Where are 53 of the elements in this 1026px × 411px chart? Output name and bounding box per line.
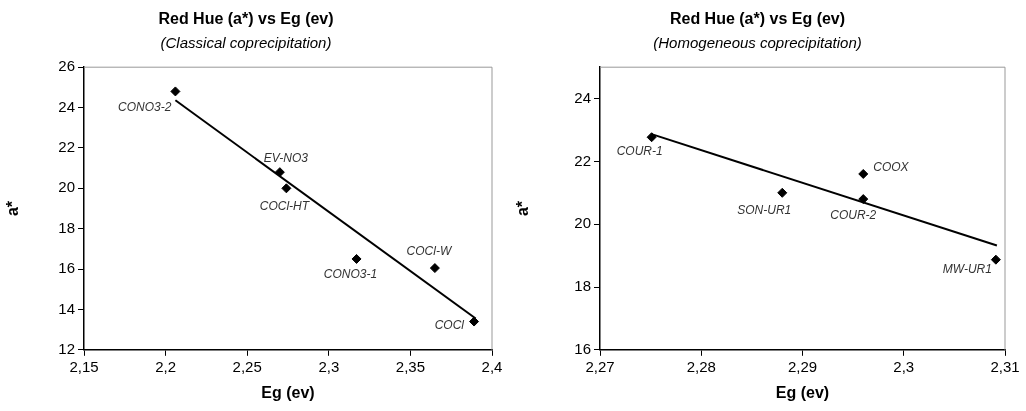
x-tick-label: 2,29	[787, 357, 818, 375]
point	[858, 194, 869, 205]
point	[777, 187, 788, 198]
y-tick-label: 14	[58, 299, 75, 317]
x-tick-label: 2,4	[481, 357, 503, 375]
x-tick-label: 2,27	[585, 357, 615, 375]
x-axis-title: Eg (ev)	[775, 383, 830, 401]
annotation: CONO3-2	[118, 99, 172, 114]
y-tick-label: 22	[574, 151, 591, 169]
y-tick-label: 12	[58, 339, 75, 357]
annotation: COUR-2	[830, 208, 877, 223]
y-tick-label: 16	[574, 339, 591, 357]
y-tick-label: 26	[58, 57, 75, 75]
annotation: COCl	[434, 317, 465, 332]
y-axis-title: a*	[4, 200, 22, 217]
y-tick-label: 22	[58, 138, 75, 156]
point	[646, 132, 657, 143]
point	[469, 316, 480, 327]
y-tick-label: 20	[574, 214, 591, 232]
annotation: EV-NO3	[263, 150, 309, 165]
annotation: COOX	[873, 160, 910, 175]
y-tick-label: 18	[574, 277, 591, 295]
point	[170, 86, 181, 97]
annotation: COCl-W	[406, 244, 453, 259]
annotation: SON-UR1	[737, 203, 792, 218]
x-axis-title: Eg (ev)	[261, 383, 315, 401]
chart-title: Red Hue (a*) vs Eg (ev)	[669, 10, 846, 28]
x-tick-label: 2,3	[318, 357, 340, 375]
x-tick-label: 2,3	[893, 357, 915, 375]
y-tick-label: 16	[58, 259, 75, 277]
point	[281, 183, 292, 194]
chart-title: Red Hue (a*) vs Eg (ev)	[158, 10, 334, 28]
y-tick-label: 20	[58, 178, 75, 196]
y-tick-label: 24	[574, 88, 591, 106]
x-tick-label: 2,35	[395, 357, 425, 375]
x-tick-label: 2,2	[155, 357, 177, 375]
y-axis-title: a*	[514, 200, 532, 217]
point	[351, 253, 362, 264]
annotation: CONO3-1	[323, 267, 378, 282]
annotation: COCl-HT	[259, 198, 311, 213]
point	[429, 263, 440, 274]
x-tick-label: 2,25	[232, 357, 262, 375]
x-tick-label: 2,28	[686, 357, 716, 375]
chart-subtitle: (Homogeneous coprecipitation)	[653, 34, 862, 52]
x-tick-label: 2,31	[990, 357, 1020, 375]
point	[990, 254, 1001, 265]
y-tick-label: 18	[58, 218, 75, 236]
y-tick-label: 24	[58, 97, 75, 115]
x-tick-label: 2,15	[69, 357, 99, 375]
point	[858, 168, 869, 179]
chart-subtitle: (Classical coprecipitation)	[160, 34, 332, 52]
annotation: MW-UR1	[942, 262, 992, 277]
annotation: COUR-1	[616, 143, 663, 158]
